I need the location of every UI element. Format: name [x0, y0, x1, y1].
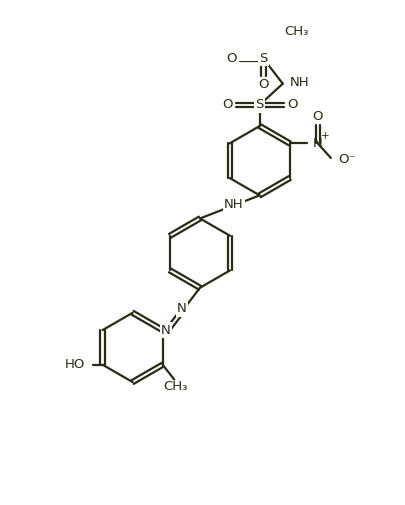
Text: CH₃: CH₃ — [284, 25, 308, 38]
Text: N: N — [160, 324, 170, 337]
Text: S: S — [255, 98, 263, 112]
Text: NH: NH — [289, 76, 309, 89]
Text: O: O — [222, 98, 232, 112]
Text: O⁻: O⁻ — [337, 153, 354, 166]
Text: +: + — [320, 131, 329, 141]
Text: S: S — [259, 52, 267, 65]
Text: N: N — [312, 137, 322, 150]
Text: O: O — [286, 98, 296, 112]
Text: O: O — [312, 110, 322, 123]
Text: HO: HO — [65, 358, 85, 371]
Text: N: N — [177, 302, 186, 316]
Text: O: O — [225, 52, 236, 65]
Text: NH: NH — [223, 198, 243, 212]
Text: O: O — [258, 78, 268, 91]
Text: CH₃: CH₃ — [163, 380, 188, 393]
